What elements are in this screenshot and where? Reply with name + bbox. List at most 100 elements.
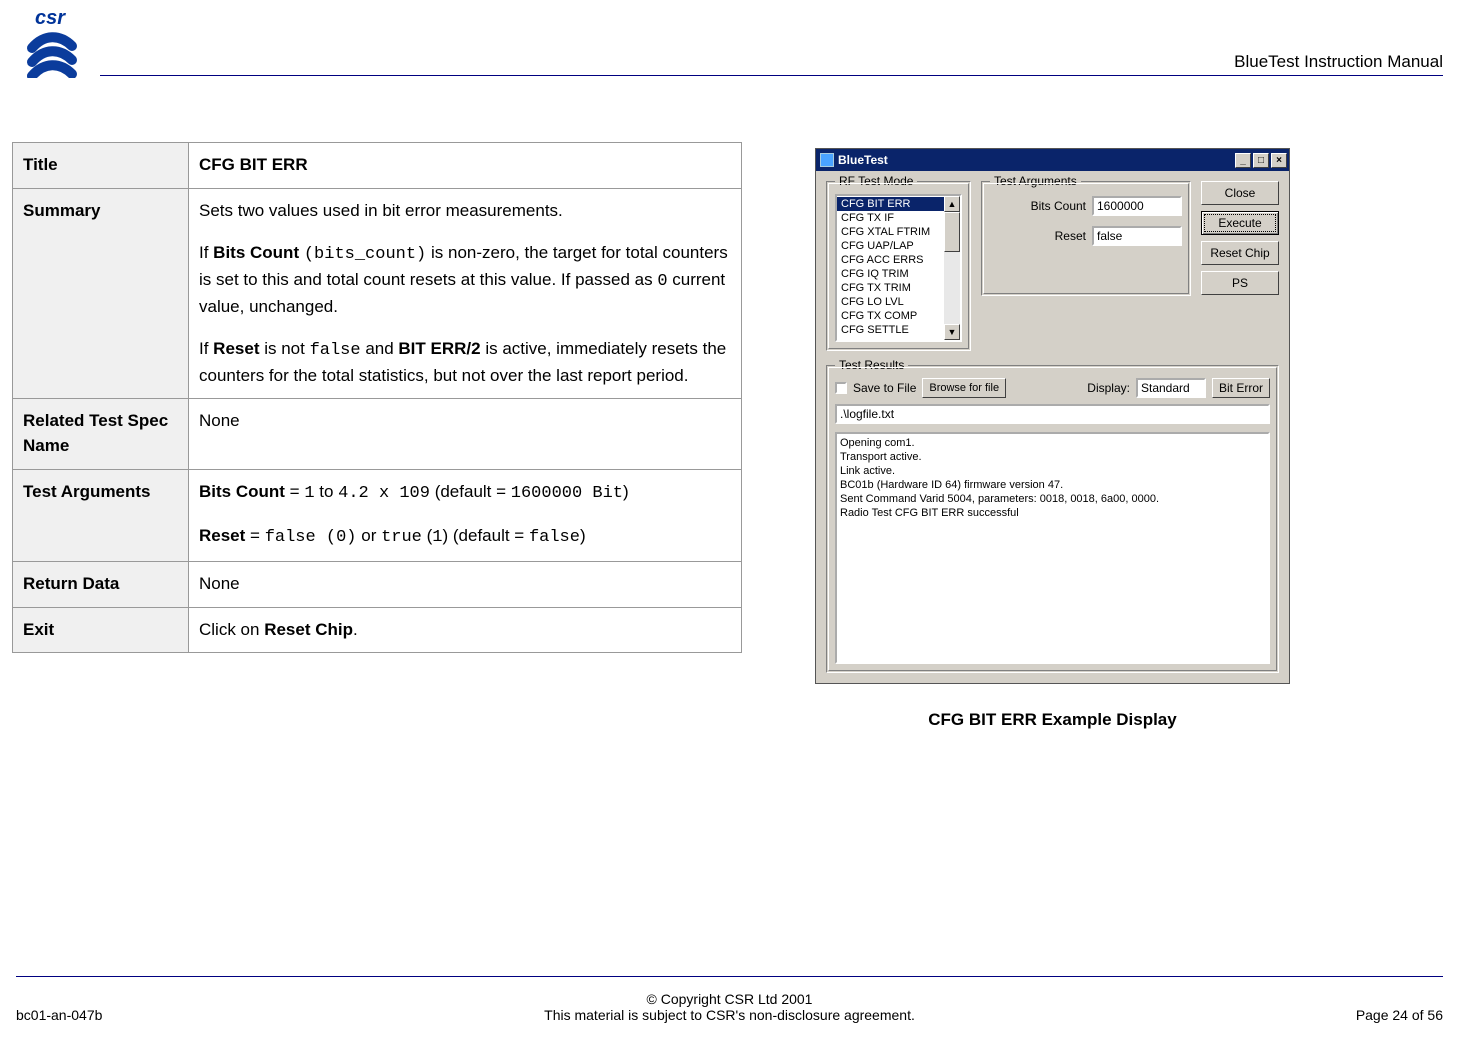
t: false (0)	[265, 528, 357, 547]
t: Reset Chip	[264, 620, 353, 639]
logo: csr	[10, 2, 90, 82]
cell-args-value: Bits Count = 1 to 4.2 x 109 (default = 1…	[189, 469, 742, 561]
dialog-body: RF Test Mode CFG BIT ERR CFG TX IF CFG X…	[816, 171, 1289, 683]
footer-copyright: © Copyright CSR Ltd 2001	[0, 991, 1459, 1007]
group-args-legend: Test Arguments	[990, 174, 1081, 188]
titlebar: BlueTest _ □ ×	[816, 149, 1289, 171]
footer-nda: This material is subject to CSR's non-di…	[0, 1007, 1459, 1023]
group-rf-legend: RF Test Mode	[835, 174, 917, 188]
t: 1600000 Bit	[511, 484, 623, 503]
cell-args-label: Test Arguments	[13, 469, 189, 561]
t: =	[285, 482, 304, 501]
cell-exit-label: Exit	[13, 607, 189, 653]
t: =	[245, 526, 264, 545]
t: Bits Count	[199, 482, 285, 501]
close-window-button[interactable]: ×	[1271, 153, 1287, 168]
t: or	[357, 526, 382, 545]
bit-error-button[interactable]: Bit Error	[1212, 378, 1270, 398]
t: 0	[657, 272, 667, 291]
summary-p1: Sets two values used in bit error measur…	[199, 199, 731, 224]
list-item[interactable]: CFG ACC ERRS	[837, 253, 944, 267]
t: Bits Count	[213, 243, 299, 262]
list-item[interactable]: CFG UAP/LAP	[837, 239, 944, 253]
save-to-file-label: Save to File	[853, 381, 916, 395]
display-input[interactable]	[1136, 378, 1206, 398]
list-item[interactable]: CFG BIT ERR	[837, 197, 944, 211]
page: csr BlueTest Instruction Manual Title CF…	[0, 0, 1459, 1041]
bits-count-label: Bits Count	[1031, 199, 1086, 213]
t: 4.2 x 109	[338, 484, 430, 503]
rf-mode-list[interactable]: CFG BIT ERR CFG TX IF CFG XTAL FTRIM CFG…	[835, 194, 962, 342]
t: BIT ERR/2	[398, 339, 480, 358]
cell-title-value: CFG BIT ERR	[189, 143, 742, 189]
scroll-thumb[interactable]	[944, 212, 960, 252]
ps-button[interactable]: PS	[1201, 271, 1279, 295]
browse-button[interactable]: Browse for file	[922, 378, 1006, 398]
list-scrollbar[interactable]: ▲ ▼	[944, 196, 960, 340]
t: If	[199, 243, 213, 262]
minimize-button[interactable]: _	[1235, 153, 1251, 168]
reset-label: Reset	[1055, 229, 1086, 243]
header-rule	[100, 75, 1443, 76]
bits-count-input[interactable]	[1092, 196, 1182, 216]
spec-table: Title CFG BIT ERR Summary Sets two value…	[12, 142, 742, 653]
t: false	[310, 341, 361, 360]
summary-p2: If Bits Count (bits_count) is non-zero, …	[199, 241, 731, 319]
t: (default =	[430, 482, 511, 501]
bluetest-window: BlueTest _ □ × RF Test Mode CFG BIT ERR	[815, 148, 1290, 684]
list-item[interactable]: CFG XTAL FTRIM	[837, 225, 944, 239]
cell-return-label: Return Data	[13, 562, 189, 608]
scroll-down-icon[interactable]: ▼	[944, 324, 960, 340]
t: and	[361, 339, 399, 358]
footer-rule	[16, 976, 1443, 977]
cell-exit-value: Click on Reset Chip.	[189, 607, 742, 653]
t: )	[623, 482, 629, 501]
t: .	[353, 620, 358, 639]
header-doc-title: BlueTest Instruction Manual	[1234, 52, 1443, 72]
args-l2: Reset = false (0) or true (1) (default =…	[199, 524, 731, 551]
group-test-results: Test Results Save to File Browse for fil…	[826, 365, 1279, 673]
cell-summary-label: Summary	[13, 188, 189, 399]
group-test-arguments: Test Arguments Bits Count Reset	[981, 181, 1191, 296]
cell-title-label: Title	[13, 143, 189, 189]
group-results-legend: Test Results	[835, 358, 908, 372]
window-title: BlueTest	[838, 153, 888, 167]
t: )	[580, 526, 586, 545]
maximize-button[interactable]: □	[1253, 153, 1269, 168]
footer-page-num: Page 24 of 56	[1356, 1007, 1443, 1023]
list-item[interactable]: CFG LO LVL	[837, 295, 944, 309]
list-item[interactable]: CFG TX COMP	[837, 309, 944, 323]
scroll-up-icon[interactable]: ▲	[944, 196, 960, 212]
log-output: Opening com1. Transport active. Link act…	[835, 432, 1270, 664]
cell-return-value: None	[189, 562, 742, 608]
save-to-file-checkbox[interactable]	[835, 382, 847, 394]
list-item[interactable]: CFG IQ TRIM	[837, 267, 944, 281]
group-rf-mode: RF Test Mode CFG BIT ERR CFG TX IF CFG X…	[826, 181, 971, 351]
t: 1	[304, 484, 314, 503]
list-item[interactable]: CFG TX IF	[837, 211, 944, 225]
reset-input[interactable]	[1092, 226, 1182, 246]
t: is not	[259, 339, 309, 358]
t: true	[381, 528, 422, 547]
logo-icon: csr	[14, 6, 86, 78]
execute-button[interactable]: Execute	[1201, 211, 1279, 235]
t: If	[199, 339, 213, 358]
close-button[interactable]: Close	[1201, 181, 1279, 205]
screenshot: BlueTest _ □ × RF Test Mode CFG BIT ERR	[815, 148, 1290, 730]
list-item[interactable]: CFG SETTLE	[837, 323, 944, 337]
summary-p3: If Reset is not false and BIT ERR/2 is a…	[199, 337, 731, 388]
spec-table-wrap: Title CFG BIT ERR Summary Sets two value…	[12, 142, 742, 653]
t: (bits_count)	[304, 245, 426, 264]
args-l1: Bits Count = 1 to 4.2 x 109 (default = 1…	[199, 480, 731, 507]
logfile-path-input[interactable]	[835, 404, 1270, 424]
svg-text:csr: csr	[35, 7, 66, 29]
t: 1	[432, 528, 442, 547]
button-column: Close Execute Reset Chip PS	[1201, 181, 1279, 351]
cell-related-value: None	[189, 399, 742, 469]
reset-chip-button[interactable]: Reset Chip	[1201, 241, 1279, 265]
app-icon	[820, 153, 834, 167]
figure-caption: CFG BIT ERR Example Display	[815, 710, 1290, 730]
t: false	[529, 528, 580, 547]
t: Click on	[199, 620, 264, 639]
list-item[interactable]: CFG TX TRIM	[837, 281, 944, 295]
